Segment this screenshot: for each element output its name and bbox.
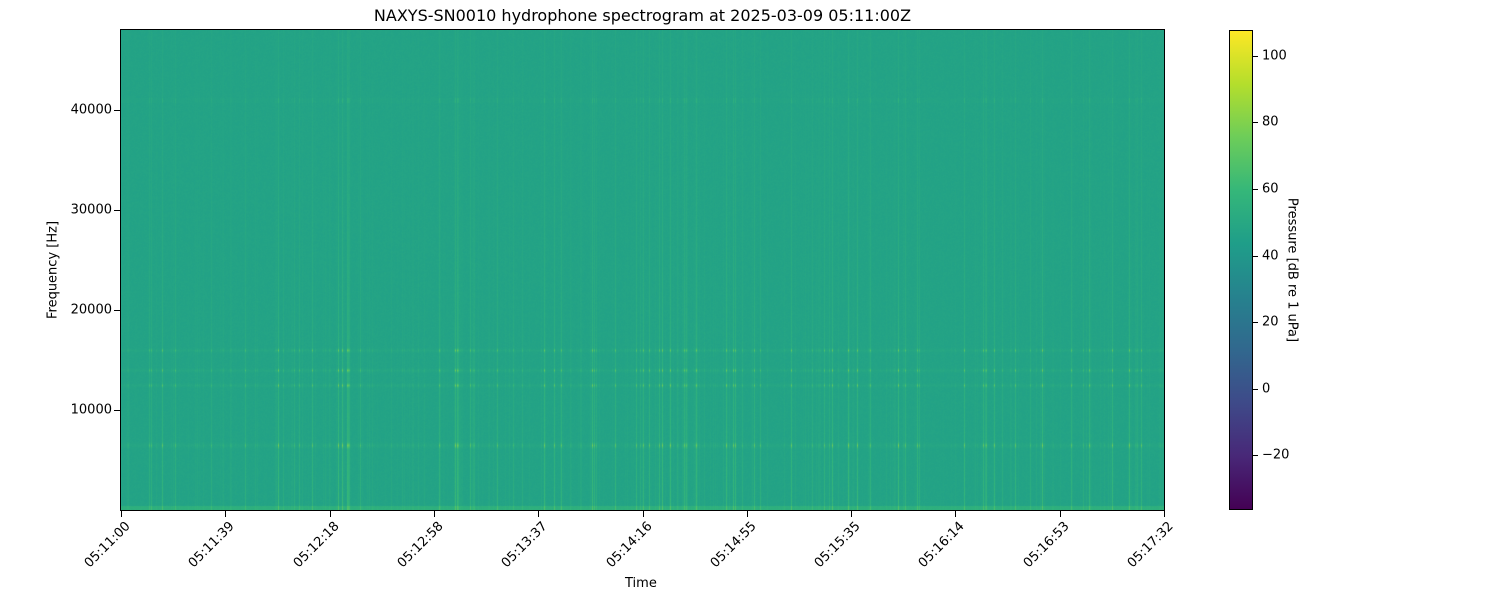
y-tick	[114, 210, 120, 211]
x-tick	[1059, 511, 1061, 517]
colorbar-tick	[1253, 189, 1258, 190]
x-tick-label: 05:16:14	[916, 519, 968, 571]
x-tick	[121, 511, 122, 517]
x-tick	[955, 511, 957, 517]
x-tick	[329, 511, 331, 517]
colorbar-tick	[1253, 255, 1258, 257]
x-tick	[746, 511, 748, 517]
colorbar-tick	[1253, 322, 1258, 324]
x-tick	[1164, 511, 1165, 517]
x-tick-label: 05:14:55	[707, 519, 760, 571]
plot-frame	[120, 29, 1165, 511]
x-tick	[538, 511, 540, 517]
y-tick-label: 10000	[70, 402, 112, 418]
colorbar-tick-label: 0	[1262, 381, 1271, 397]
y-tick	[114, 310, 120, 311]
colorbar-tick-label: 20	[1262, 314, 1279, 330]
x-tick-label: 05:12:58	[394, 519, 447, 571]
colorbar-tick-label: 60	[1262, 181, 1279, 197]
colorbar	[1229, 30, 1253, 510]
x-tick-label: 05:11:00	[81, 519, 134, 571]
y-tick	[114, 110, 120, 111]
chart-title: NAXYS-SN0010 hydrophone spectrogram at 2…	[373, 6, 912, 25]
colorbar-tick	[1253, 55, 1258, 57]
y-tick	[114, 410, 120, 411]
colorbar-tick-label: 40	[1262, 248, 1279, 264]
x-tick-label: 05:13:37	[498, 519, 551, 571]
y-tick-label: 40000	[70, 102, 112, 118]
x-tick-label: 05:16:53	[1020, 519, 1073, 571]
x-tick-label: 05:15:35	[811, 519, 864, 571]
x-tick-label: 05:17:32	[1124, 519, 1177, 571]
colorbar-tick	[1253, 455, 1258, 457]
y-tick-label: 20000	[70, 302, 112, 318]
x-tick	[433, 511, 435, 517]
x-tick	[225, 511, 227, 517]
colorbar-tick	[1253, 388, 1258, 390]
colorbar-tick-label: 100	[1262, 48, 1287, 64]
colorbar-tick	[1253, 122, 1258, 124]
colorbar-label: Pressure [dB re 1 uPa]	[1284, 197, 1300, 343]
spectrogram-heatmap	[121, 30, 1164, 510]
y-axis-label: Frequency [Hz]	[45, 220, 61, 320]
x-tick-label: 05:14:16	[603, 519, 656, 571]
x-tick-label: 05:11:39	[186, 519, 238, 571]
x-tick	[642, 511, 644, 517]
x-axis-label: Time	[625, 576, 657, 591]
colorbar-tick-label: −20	[1262, 447, 1290, 463]
x-tick	[851, 511, 853, 517]
y-tick-label: 30000	[70, 202, 112, 218]
colorbar-tick-label: 80	[1262, 114, 1279, 130]
x-tick-label: 05:12:18	[290, 519, 343, 571]
